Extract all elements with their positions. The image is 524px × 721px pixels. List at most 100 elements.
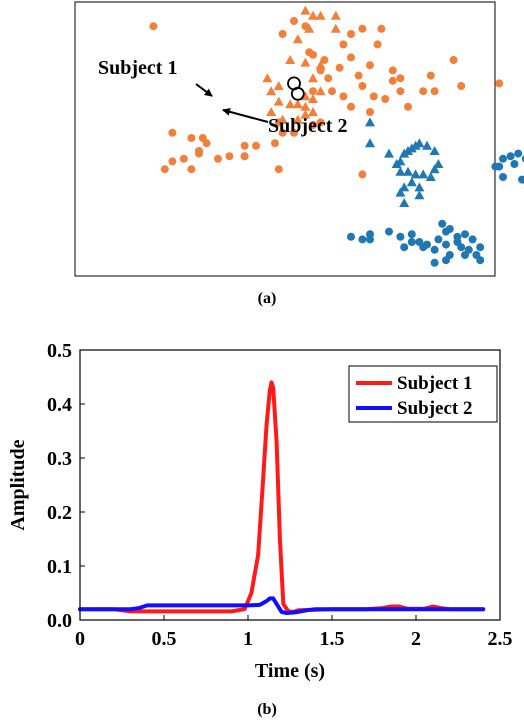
scatter-point-orange-circle-0-42 xyxy=(240,141,249,150)
scatter-point-blue-circle-3-11 xyxy=(518,175,524,184)
scatter-point-orange-circle-0-26 xyxy=(449,56,458,64)
scatter-point-blue-circle-3-21 xyxy=(407,230,416,239)
scatter-point-blue-circle-3-41 xyxy=(442,256,450,265)
axis-ticks: 0 0.5 1 1.5 2 2.5 0.0 0.1 0.2 0.3 0.4 0.5 xyxy=(47,340,513,650)
scatter-point-blue-triangle-2-17 xyxy=(406,177,417,187)
scatter-point-orange-circle-0-11 xyxy=(381,95,390,103)
scatter-point-orange-circle-0-53 xyxy=(198,134,207,142)
scatter-point-blue-triangle-2-22 xyxy=(395,187,406,197)
scatter-point-blue-circle-3-32 xyxy=(476,243,485,252)
scatter-point-orange-circle-0-30 xyxy=(419,87,428,96)
line-series xyxy=(78,380,486,615)
scatter-point-orange-triangle-1-25 xyxy=(300,109,311,119)
scatter-point-orange-circle-0-10 xyxy=(388,76,397,85)
y-tick-label-3: 0.3 xyxy=(47,448,72,470)
legend-box xyxy=(348,365,498,423)
subject-1-arrow xyxy=(195,83,213,97)
scatter-point-orange-circle-0-5 xyxy=(347,53,355,62)
scatter-point-orange-circle-0-22 xyxy=(373,40,382,49)
legend-label-subject-1: Subject 1 xyxy=(397,373,472,394)
scatter-point-orange-circle-0-0 xyxy=(149,22,158,31)
y-tick-label-0: 0.0 xyxy=(47,610,72,632)
highlighted-subject-2-marker xyxy=(290,86,305,101)
scatter-point-orange-triangle-1-15 xyxy=(273,96,284,106)
scatter-point-blue-circle-3-4 xyxy=(521,155,524,163)
scatter-point-blue-circle-3-31 xyxy=(468,235,477,244)
scatter-point-blue-circle-3-40 xyxy=(430,258,439,267)
scatter-point-blue-circle-3-24 xyxy=(430,245,439,254)
scatter-point-blue-circle-3-30 xyxy=(461,230,469,239)
legend-label-subject-2: Subject 2 xyxy=(397,398,472,419)
scatter-point-orange-triangle-1-8 xyxy=(300,57,311,67)
scatter-plot-frame xyxy=(74,1,496,277)
subject-1-annotation: Subject 1 xyxy=(98,57,177,79)
scatter-point-orange-triangle-1-7 xyxy=(285,55,296,64)
scatter-point-blue-triangle-2-16 xyxy=(425,172,436,181)
x-tick-label-0: 0 xyxy=(75,628,85,650)
scatter-points xyxy=(149,5,524,267)
scatter-point-orange-triangle-1-21 xyxy=(277,114,288,124)
scatter-point-orange-circle-0-19 xyxy=(347,30,355,38)
scatter-point-blue-triangle-2-4 xyxy=(395,166,406,176)
scatter-point-orange-triangle-1-1 xyxy=(304,23,315,33)
scatter-point-blue-triangle-2-14 xyxy=(410,169,421,179)
scatter-point-blue-circle-3-38 xyxy=(407,238,416,246)
scatter-point-orange-circle-0-20 xyxy=(358,24,367,33)
x-axis-label: Time (s) xyxy=(255,660,325,682)
scatter-point-blue-triangle-2-23 xyxy=(399,198,410,207)
scatter-point-orange-circle-0-54 xyxy=(187,134,196,142)
scatter-point-blue-circle-3-27 xyxy=(438,219,447,228)
scatter-point-blue-circle-3-39 xyxy=(400,243,409,252)
scatter-point-orange-circle-0-34 xyxy=(366,108,374,116)
scatter-point-blue-triangle-2-20 xyxy=(433,159,444,168)
scatter-point-blue-triangle-2-10 xyxy=(422,140,432,150)
scatter-point-blue-triangle-2-12 xyxy=(395,156,406,166)
scatter-panel: Subject 1 Subject 2 (a) xyxy=(74,1,524,307)
scatter-point-orange-circle-0-1 xyxy=(290,17,298,25)
scatter-point-blue-circle-3-36 xyxy=(442,240,450,249)
scatter-point-orange-circle-0-7 xyxy=(388,66,397,75)
scatter-point-blue-circle-3-3 xyxy=(514,149,523,158)
scatter-point-blue-circle-3-20 xyxy=(396,232,405,241)
scatter-point-orange-triangle-1-9 xyxy=(315,60,326,70)
scatter-point-blue-triangle-2-18 xyxy=(414,182,425,192)
scatter-point-blue-circle-3-2 xyxy=(506,152,515,161)
scatter-point-blue-circle-3-0 xyxy=(499,154,507,163)
legend: Subject 1 Subject 2 xyxy=(348,365,498,423)
panel-b-caption: (b) xyxy=(257,701,277,718)
scatter-point-orange-circle-0-56 xyxy=(240,152,249,161)
scatter-point-orange-circle-0-32 xyxy=(396,87,405,96)
x-tick-label-3: 1.5 xyxy=(320,628,345,650)
line-plot-frame xyxy=(79,349,501,621)
scatter-point-blue-circle-3-28 xyxy=(445,225,454,233)
scatter-point-orange-circle-0-8 xyxy=(358,82,367,90)
y-tick-label-4: 0.4 xyxy=(47,394,72,416)
scatter-point-orange-triangle-1-18 xyxy=(300,101,311,111)
scatter-point-orange-circle-0-49 xyxy=(168,157,177,166)
scatter-point-blue-triangle-2-19 xyxy=(429,164,440,174)
scatter-point-orange-triangle-1-23 xyxy=(308,94,318,103)
scatter-point-orange-circle-0-38 xyxy=(290,128,298,137)
scatter-point-orange-triangle-1-12 xyxy=(273,81,284,90)
scatter-point-blue-circle-3-44 xyxy=(453,238,462,246)
y-tick-label-1: 0.1 xyxy=(47,556,72,578)
scatter-point-orange-triangle-1-14 xyxy=(262,73,273,83)
scatter-point-orange-circle-0-31 xyxy=(396,74,405,83)
scatter-highlights xyxy=(287,76,305,101)
scatter-point-orange-circle-0-52 xyxy=(195,149,203,158)
scatter-point-blue-triangle-2-24 xyxy=(414,190,425,200)
subject-2-annotation: Subject 2 xyxy=(268,115,347,137)
scatter-point-blue-circle-3-15 xyxy=(347,232,355,241)
scatter-point-orange-triangle-1-19 xyxy=(308,107,318,116)
scatter-point-blue-circle-3-18 xyxy=(366,235,374,244)
scatter-point-orange-circle-0-6 xyxy=(366,61,374,70)
scatter-point-orange-circle-0-3 xyxy=(278,30,287,38)
scatter-point-orange-circle-0-27 xyxy=(495,79,504,88)
scatter-point-orange-triangle-1-16 xyxy=(285,99,296,109)
scatter-point-blue-circle-3-12 xyxy=(510,160,519,168)
x-tick-label-5: 2.5 xyxy=(488,628,513,650)
scatter-point-orange-circle-0-51 xyxy=(187,165,196,174)
scatter-point-blue-circle-3-13 xyxy=(499,173,507,181)
scatter-point-orange-triangle-1-17 xyxy=(292,99,303,109)
